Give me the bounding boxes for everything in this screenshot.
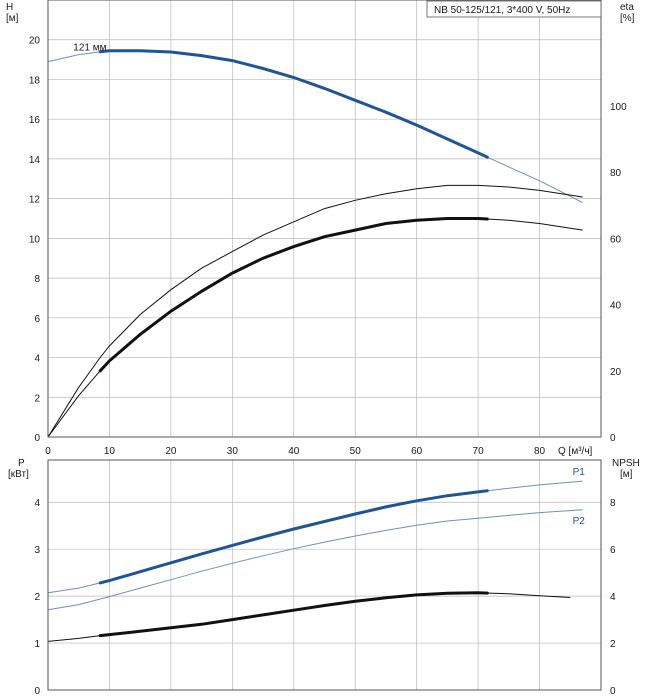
power-tick-label: 2 [34,592,40,603]
head-tick-label: 18 [29,75,41,86]
efficiency-upper-curve [47,184,583,438]
power-tick-label: 3 [34,545,40,556]
head-tick-label: 0 [34,433,40,444]
power-p2-curve [47,509,583,611]
top-frame [47,0,602,438]
bottom-series: P1 P2 [47,467,586,642]
head-tick-label: 20 [29,36,41,47]
x-tick-label: 20 [165,446,177,457]
bottom-tick-labels: 0 1 2 3 4 0 2 4 6 8 [34,498,616,697]
series-label-p1: P1 [573,467,586,478]
series-label-p2: P2 [573,516,586,527]
head-tick-label: 6 [34,314,40,325]
npsh-axis-unit: [м] [620,469,633,480]
npsh-tick-label: 2 [610,639,616,650]
x-tick-label: 30 [227,446,239,457]
eta-tick-label: 0 [610,433,616,444]
eta-axis-unit: [%] [620,13,635,24]
top-tick-labels: 0 10 20 30 40 50 60 70 80 0 2 4 6 8 10 12 14 16 18 20 0 20 40 6… [29,36,627,457]
power-tick-label: 4 [34,498,40,509]
head-axis-unit: [м] [6,13,19,24]
eta-tick-label: 60 [610,234,622,245]
efficiency-lower-operating-range [98,217,489,373]
power-axis-unit: [кВт] [8,469,29,480]
power-axis-label: P [18,458,25,469]
x-tick-label: 0 [45,446,51,457]
npsh-tick-label: 0 [610,686,616,697]
head-efficiency-panel: 0 10 20 30 40 50 60 70 80 0 2 4 6 8 10 12 14 16 18 20 0 20 40 6… [6,0,635,457]
head-tick-label: 16 [29,115,41,126]
x-tick-label: 70 [473,446,485,457]
npsh-tick-label: 4 [610,592,616,603]
power-npsh-panel: 0 1 2 3 4 0 2 4 6 8 P1 P2 P [кВт] NPSH [м] [8,458,640,697]
x-tick-label: 80 [534,446,546,457]
x-tick-label: 40 [288,446,300,457]
title-box [426,0,602,18]
top-grid [47,0,601,438]
bottom-frame [47,459,602,691]
x-tick-label: 60 [411,446,423,457]
power-tick-label: 0 [34,686,40,697]
npsh-axis-label: NPSH [612,458,640,469]
x-tick-label: 10 [104,446,116,457]
head-axis-label: H [6,2,13,13]
impeller-diameter-label: 121 мм [73,43,106,54]
power-p1-operating-range [98,489,489,585]
npsh-tick-label: 6 [610,545,616,556]
head-tick-label: 2 [34,393,40,404]
flow-axis-label: Q [м³/ч] [558,446,593,457]
head-tick-label: 12 [29,195,41,206]
npsh-operating-range [98,591,489,638]
head-tick-label: 14 [29,155,41,166]
chart-title: NB 50-125/121, 3*400 V, 50Hz [434,5,570,16]
head-tick-label: 10 [29,234,41,245]
top-series [47,49,583,438]
eta-tick-label: 80 [610,168,622,179]
x-tick-label: 50 [350,446,362,457]
eta-tick-label: 40 [610,301,622,312]
eta-axis-label: eta [620,2,634,13]
eta-tick-label: 100 [610,102,627,113]
eta-tick-label: 20 [610,367,622,378]
head-tick-label: 8 [34,274,40,285]
power-tick-label: 1 [34,639,40,650]
head-tick-label: 4 [34,354,40,365]
npsh-tick-label: 8 [610,498,616,509]
head-operating-range [98,49,489,159]
